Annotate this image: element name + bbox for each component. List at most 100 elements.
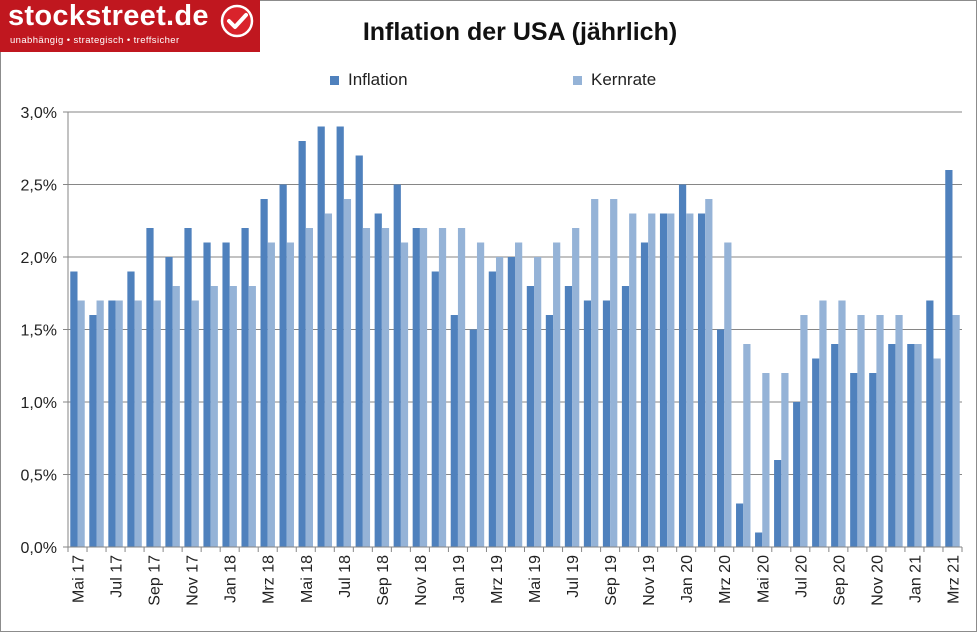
legend-swatch-kernrate	[573, 75, 582, 85]
bar-kernrate-mai-20	[762, 373, 770, 547]
brand-tagline: unabhängig • strategisch • treffsicher	[10, 35, 180, 46]
x-tick-label: Mrz 20	[717, 555, 734, 604]
bar-kernrate-apr-19	[515, 242, 523, 547]
bar-inflation-feb-21	[926, 300, 934, 547]
x-tick-label: Jul 17	[109, 555, 126, 598]
brand-logo[interactable]: stockstreet.de unabhängig • strategisch …	[0, 0, 260, 52]
bar-inflation-jul-20	[793, 402, 801, 547]
bar-inflation-mai-19	[526, 286, 535, 547]
bar-kernrate-feb-19	[476, 242, 485, 547]
bar-kernrate-jan-18	[229, 286, 237, 547]
x-tick-label: Nov 19	[641, 555, 658, 606]
legend-label-inflation: Inflation	[348, 70, 408, 89]
bar-inflation-jan-20	[678, 184, 687, 547]
bar-kernrate-jun-17	[96, 300, 104, 547]
bar-kernrate-nov-20	[876, 315, 884, 547]
bar-kernrate-mrz-21	[952, 315, 960, 547]
y-tick-label: 0,0%	[21, 540, 57, 557]
x-tick-label: Nov 17	[185, 555, 202, 606]
bar-inflation-jun-20	[774, 460, 782, 547]
bar-kernrate-dez-20	[895, 315, 903, 547]
bar-inflation-jun-18	[317, 126, 325, 547]
bar-inflation-apr-18	[279, 184, 287, 547]
x-tick-label: Nov 18	[413, 555, 430, 606]
bar-inflation-okt-19	[621, 286, 630, 547]
bar-inflation-feb-18	[241, 228, 249, 547]
bar-inflation-sep-18	[374, 213, 382, 547]
bar-inflation-jul-19	[564, 286, 573, 547]
bar-inflation-okt-18	[393, 184, 401, 547]
x-tick-label: Jan 19	[451, 555, 468, 603]
bar-kernrate-jul-17	[115, 300, 123, 547]
bar-kernrate-jul-19	[572, 228, 580, 547]
bar-kernrate-nov-19	[648, 213, 656, 547]
bar-kernrate-jun-18	[324, 213, 333, 547]
bar-inflation-dez-20	[888, 344, 896, 547]
x-tick-label: Mai 17	[71, 555, 88, 603]
bar-inflation-apr-19	[507, 257, 515, 547]
x-tick-label: Jan 21	[907, 555, 924, 603]
y-tick-label: 1,5%	[21, 323, 57, 340]
bar-kernrate-aug-20	[819, 300, 827, 547]
bar-inflation-aug-17	[127, 271, 135, 547]
bar-kernrate-aug-17	[134, 300, 142, 547]
bar-inflation-mai-17	[70, 271, 78, 547]
chart-title: Inflation der USA (jährlich)	[362, 18, 678, 46]
x-tick-label: Jan 18	[223, 555, 240, 603]
bar-kernrate-mai-17	[77, 300, 85, 547]
bar-kernrate-sep-17	[153, 300, 161, 547]
x-tick-label: Sep 18	[375, 555, 392, 606]
bar-kernrate-mrz-18	[267, 242, 275, 547]
y-tick-label: 1,0%	[21, 395, 57, 412]
bar-kernrate-aug-19	[591, 199, 599, 547]
bar-inflation-jun-17	[89, 315, 97, 547]
bar-inflation-feb-19	[469, 329, 477, 547]
bar-kernrate-dez-19	[667, 213, 675, 547]
bar-kernrate-sep-19	[610, 199, 618, 547]
bar-inflation-sep-20	[831, 344, 839, 547]
x-tick-label: Mai 19	[527, 555, 544, 603]
bar-kernrate-jul-20	[800, 315, 808, 547]
bar-kernrate-sep-20	[838, 300, 846, 547]
bar-kernrate-jul-18	[343, 199, 352, 547]
bar-inflation-dez-19	[659, 213, 668, 547]
x-tick-label: Mrz 19	[489, 555, 506, 604]
bar-kernrate-mai-18	[305, 228, 313, 547]
x-tick-label: Jul 20	[793, 555, 810, 598]
bar-kernrate-nov-17	[191, 300, 199, 547]
bar-inflation-sep-19	[602, 300, 611, 547]
bar-kernrate-mrz-20	[724, 242, 732, 547]
x-tick-label: Nov 20	[869, 555, 886, 606]
bar-kernrate-dez-18	[438, 228, 447, 547]
bar-inflation-feb-20	[697, 213, 706, 547]
y-tick-label: 0,5%	[21, 468, 57, 485]
y-tick-label: 3,0%	[21, 105, 57, 122]
bar-kernrate-apr-18	[286, 242, 294, 547]
bar-kernrate-jun-20	[781, 373, 789, 547]
x-tick-label: Sep 20	[831, 555, 848, 606]
bar-kernrate-mai-19	[534, 257, 542, 547]
bar-inflation-jun-19	[545, 315, 554, 547]
x-tick-label: Jul 19	[565, 555, 582, 598]
bar-kernrate-dez-17	[210, 286, 218, 547]
bar-inflation-mrz-19	[488, 271, 496, 547]
bar-inflation-okt-20	[850, 373, 858, 547]
bar-kernrate-jan-21	[914, 344, 922, 547]
bar-kernrate-jan-19	[457, 228, 466, 547]
x-tick-label: Mrz 18	[261, 555, 278, 604]
bar-inflation-dez-18	[431, 271, 439, 547]
bar-kernrate-okt-18	[400, 242, 409, 547]
x-tick-label: Sep 17	[147, 555, 164, 606]
bar-inflation-dez-17	[203, 242, 211, 547]
bar-inflation-mrz-21	[945, 170, 953, 547]
x-tick-label: Sep 19	[603, 555, 620, 606]
bar-inflation-jan-19	[450, 315, 458, 547]
bar-inflation-mai-18	[298, 141, 306, 547]
bar-inflation-nov-17	[184, 228, 192, 547]
bar-kernrate-jan-20	[686, 213, 694, 547]
bar-kernrate-okt-19	[629, 213, 637, 547]
bar-inflation-jan-21	[907, 344, 915, 547]
legend-label-kernrate: Kernrate	[591, 70, 657, 89]
x-tick-label: Jan 20	[679, 555, 696, 603]
